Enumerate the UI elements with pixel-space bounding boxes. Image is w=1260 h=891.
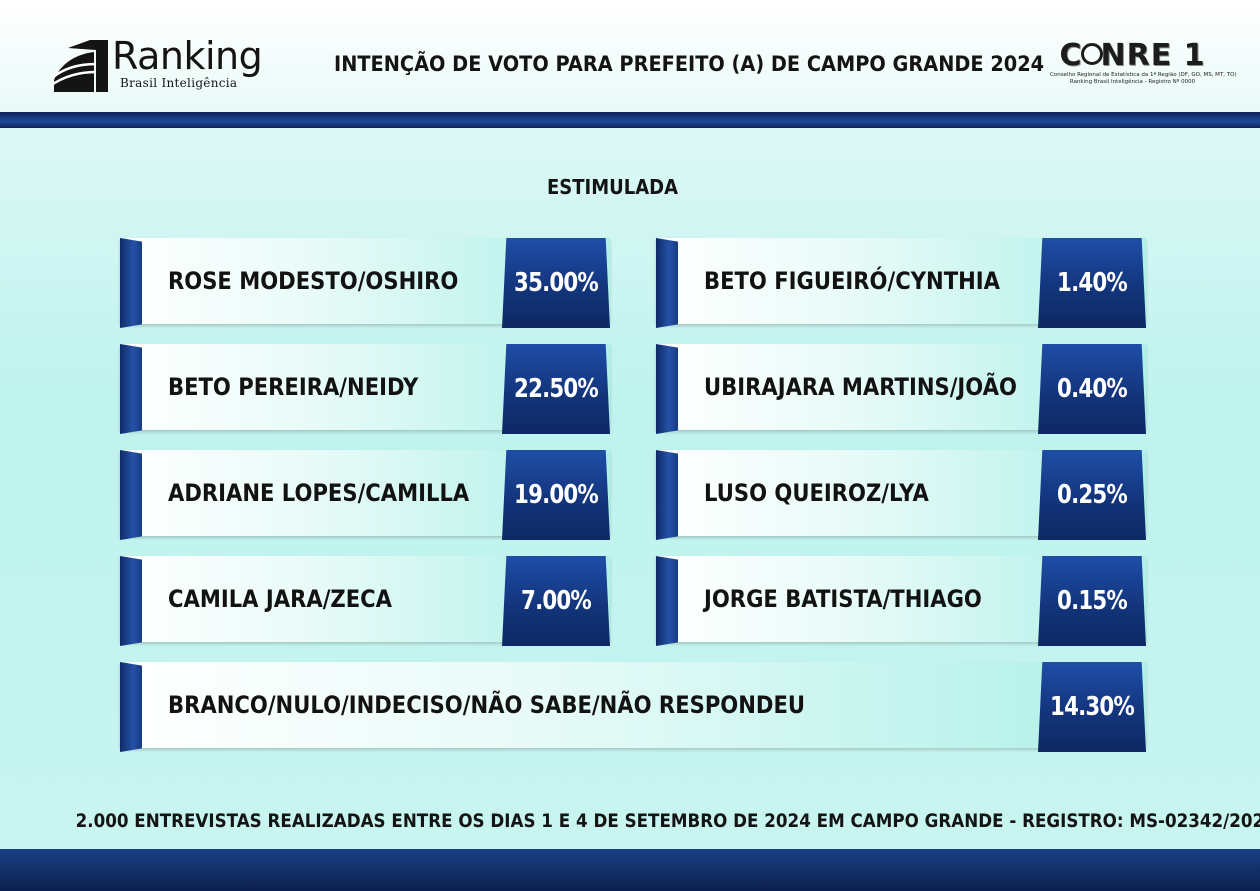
result-card: BETO PEREIRA/NEIDY 22.50% <box>120 344 610 434</box>
conre-text-before: C <box>1059 38 1083 73</box>
candidate-name: ADRIANE LOPES/CAMILLA <box>168 479 470 507</box>
result-card: LUSO QUEIROZ/LYA 0.25% <box>656 450 1146 540</box>
result-card-tab <box>656 238 678 328</box>
logo-subtext: Brasil Inteligência <box>120 76 238 90</box>
vote-percentage: 0.40% <box>1057 374 1128 404</box>
chart-subtitle: ESTIMULADA <box>546 175 679 199</box>
vote-percentage: 14.30% <box>1050 692 1135 722</box>
result-card-tab <box>656 450 678 540</box>
candidate-name: LUSO QUEIROZ/LYA <box>704 479 929 507</box>
result-card: ADRIANE LOPES/CAMILLA 19.00% <box>120 450 610 540</box>
candidate-name: BRANCO/NULO/INDECISO/NÃO SABE/NÃO RESPON… <box>168 691 806 719</box>
result-card: ROSE MODESTO/OSHIRO 35.00% <box>120 238 610 328</box>
result-card-tab <box>120 450 142 540</box>
vote-percentage: 22.50% <box>514 374 599 404</box>
vote-percentage: 7.00% <box>521 586 592 616</box>
value-box <box>1038 450 1146 540</box>
vote-percentage: 35.00% <box>514 268 599 298</box>
value-box <box>502 238 610 328</box>
result-card-tab <box>120 238 142 328</box>
result-card: BETO FIGUEIRÓ/CYNTHIA 1.40% <box>656 238 1146 328</box>
result-card-tab <box>656 344 678 434</box>
conre-text-after: NRE 1 <box>1100 38 1206 73</box>
candidate-name: CAMILA JARA/ZECA <box>168 585 392 613</box>
candidate-name: BETO PEREIRA/NEIDY <box>168 373 419 401</box>
candidate-name: JORGE BATISTA/THIAGO <box>704 585 982 613</box>
result-card: CAMILA JARA/ZECA 7.00% <box>120 556 610 646</box>
vote-percentage: 19.00% <box>514 480 599 510</box>
conre-wordmark: C NRE 1 <box>1050 40 1215 72</box>
vote-percentage: 1.40% <box>1057 268 1128 298</box>
value-box <box>502 556 610 646</box>
result-card-tab <box>120 344 142 434</box>
header <box>0 0 1260 114</box>
conre-line-2: Ranking Brasil Inteligência - Registro N… <box>1069 79 1196 85</box>
vote-percentage: 0.15% <box>1057 586 1128 616</box>
result-card-tab <box>656 556 678 646</box>
value-box <box>1038 238 1146 328</box>
candidate-name: BETO FIGUEIRÓ/CYNTHIA <box>704 267 1000 295</box>
page-title: INTENÇÃO DE VOTO PARA PREFEITO (A) DE CA… <box>334 52 1045 76</box>
vote-percentage: 0.25% <box>1057 480 1128 510</box>
ranking-logo: Ranking Brasil Inteligência <box>50 30 263 92</box>
value-box <box>502 344 610 434</box>
ranking-logo-icon <box>50 40 108 92</box>
conre-emblem-icon <box>1080 42 1103 65</box>
header-divider-bar <box>0 112 1260 128</box>
footer-bar <box>0 849 1260 891</box>
value-box <box>1038 344 1146 434</box>
candidate-name: ROSE MODESTO/OSHIRO <box>168 267 459 295</box>
conre-line-1: Conselho Regional de Estatística da 1ª R… <box>1050 72 1237 78</box>
value-box <box>502 450 610 540</box>
survey-footnote: 2.000 ENTREVISTAS REALIZADAS ENTRE OS DI… <box>75 810 1260 832</box>
logo-word: Ranking <box>112 34 263 78</box>
result-card: UBIRAJARA MARTINS/JOÃO 0.40% <box>656 344 1146 434</box>
candidate-name: UBIRAJARA MARTINS/JOÃO <box>704 373 1017 401</box>
value-box <box>1038 556 1146 646</box>
value-box <box>1038 662 1146 752</box>
result-card-tab <box>120 556 142 646</box>
result-card-tab <box>120 662 142 752</box>
result-card: JORGE BATISTA/THIAGO 0.15% <box>656 556 1146 646</box>
conre-logo: C NRE 1 Conselho Regional de Estatística … <box>1050 40 1237 90</box>
result-card: BRANCO/NULO/INDECISO/NÃO SABE/NÃO RESPON… <box>120 662 1146 752</box>
result-card-body <box>120 662 1146 748</box>
